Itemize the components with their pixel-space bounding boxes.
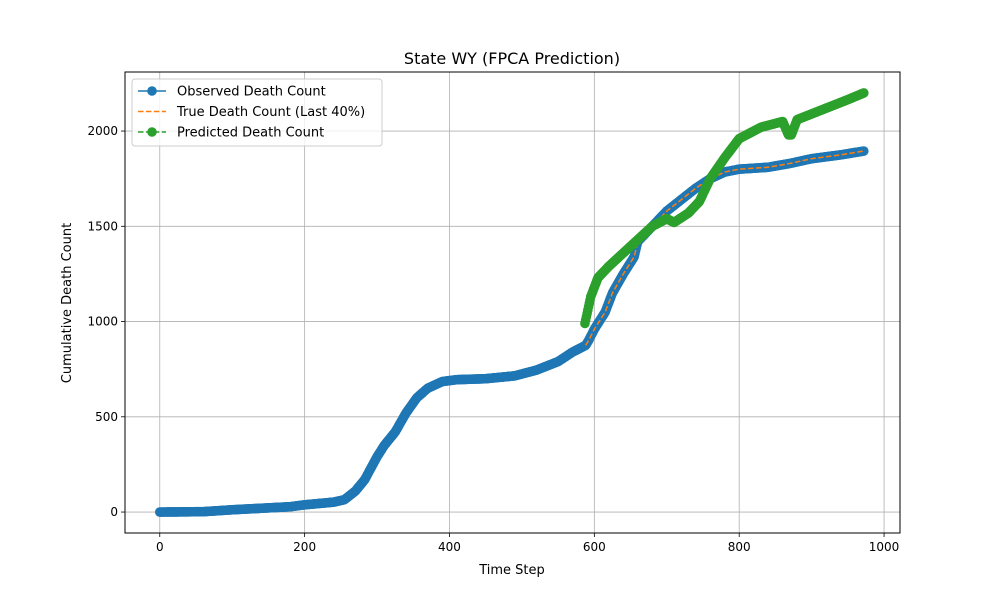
axis-ticks: 0 200 400 600 800 1000 0 500 1000 1500 2000 [87,124,899,554]
series-3 [580,88,869,329]
series-layer [154,88,869,517]
x-tick-label: 800 [728,540,751,554]
y-tick-label: 1000 [87,315,118,329]
y-tick-label: 2000 [87,124,118,138]
x-tick-label: 0 [156,540,164,554]
legend-box [131,78,383,147]
legend-label: Predicted Death Count [177,126,324,141]
x-axis-label: Time Step [478,563,545,578]
x-tick-label: 200 [293,540,316,554]
y-tick-label: 500 [95,410,118,424]
grid [125,72,900,533]
plot-frame [124,71,901,534]
y-tick-label: 1500 [87,219,118,233]
y-axis-label: Cumulative Death Count [60,223,75,383]
x-tick-label: 600 [583,540,606,554]
series-line [585,150,864,346]
legend-swatch-marker [147,127,157,137]
legend: Observed Death Count True Death Count (La… [131,78,383,147]
legend-label: Observed Death Count [177,85,326,100]
series-2 [585,150,864,346]
chart-title: State WY (FPCA Prediction) [404,49,620,68]
x-tick-label: 400 [438,540,461,554]
data-point [858,88,869,98]
legend-swatch-marker [147,86,157,96]
data-point [858,146,869,156]
plot-area [125,72,900,533]
y-tick-label: 0 [110,505,118,519]
legend-label: True Death Count (Last 40%) [176,105,365,120]
x-tick-label: 1000 [869,540,900,554]
